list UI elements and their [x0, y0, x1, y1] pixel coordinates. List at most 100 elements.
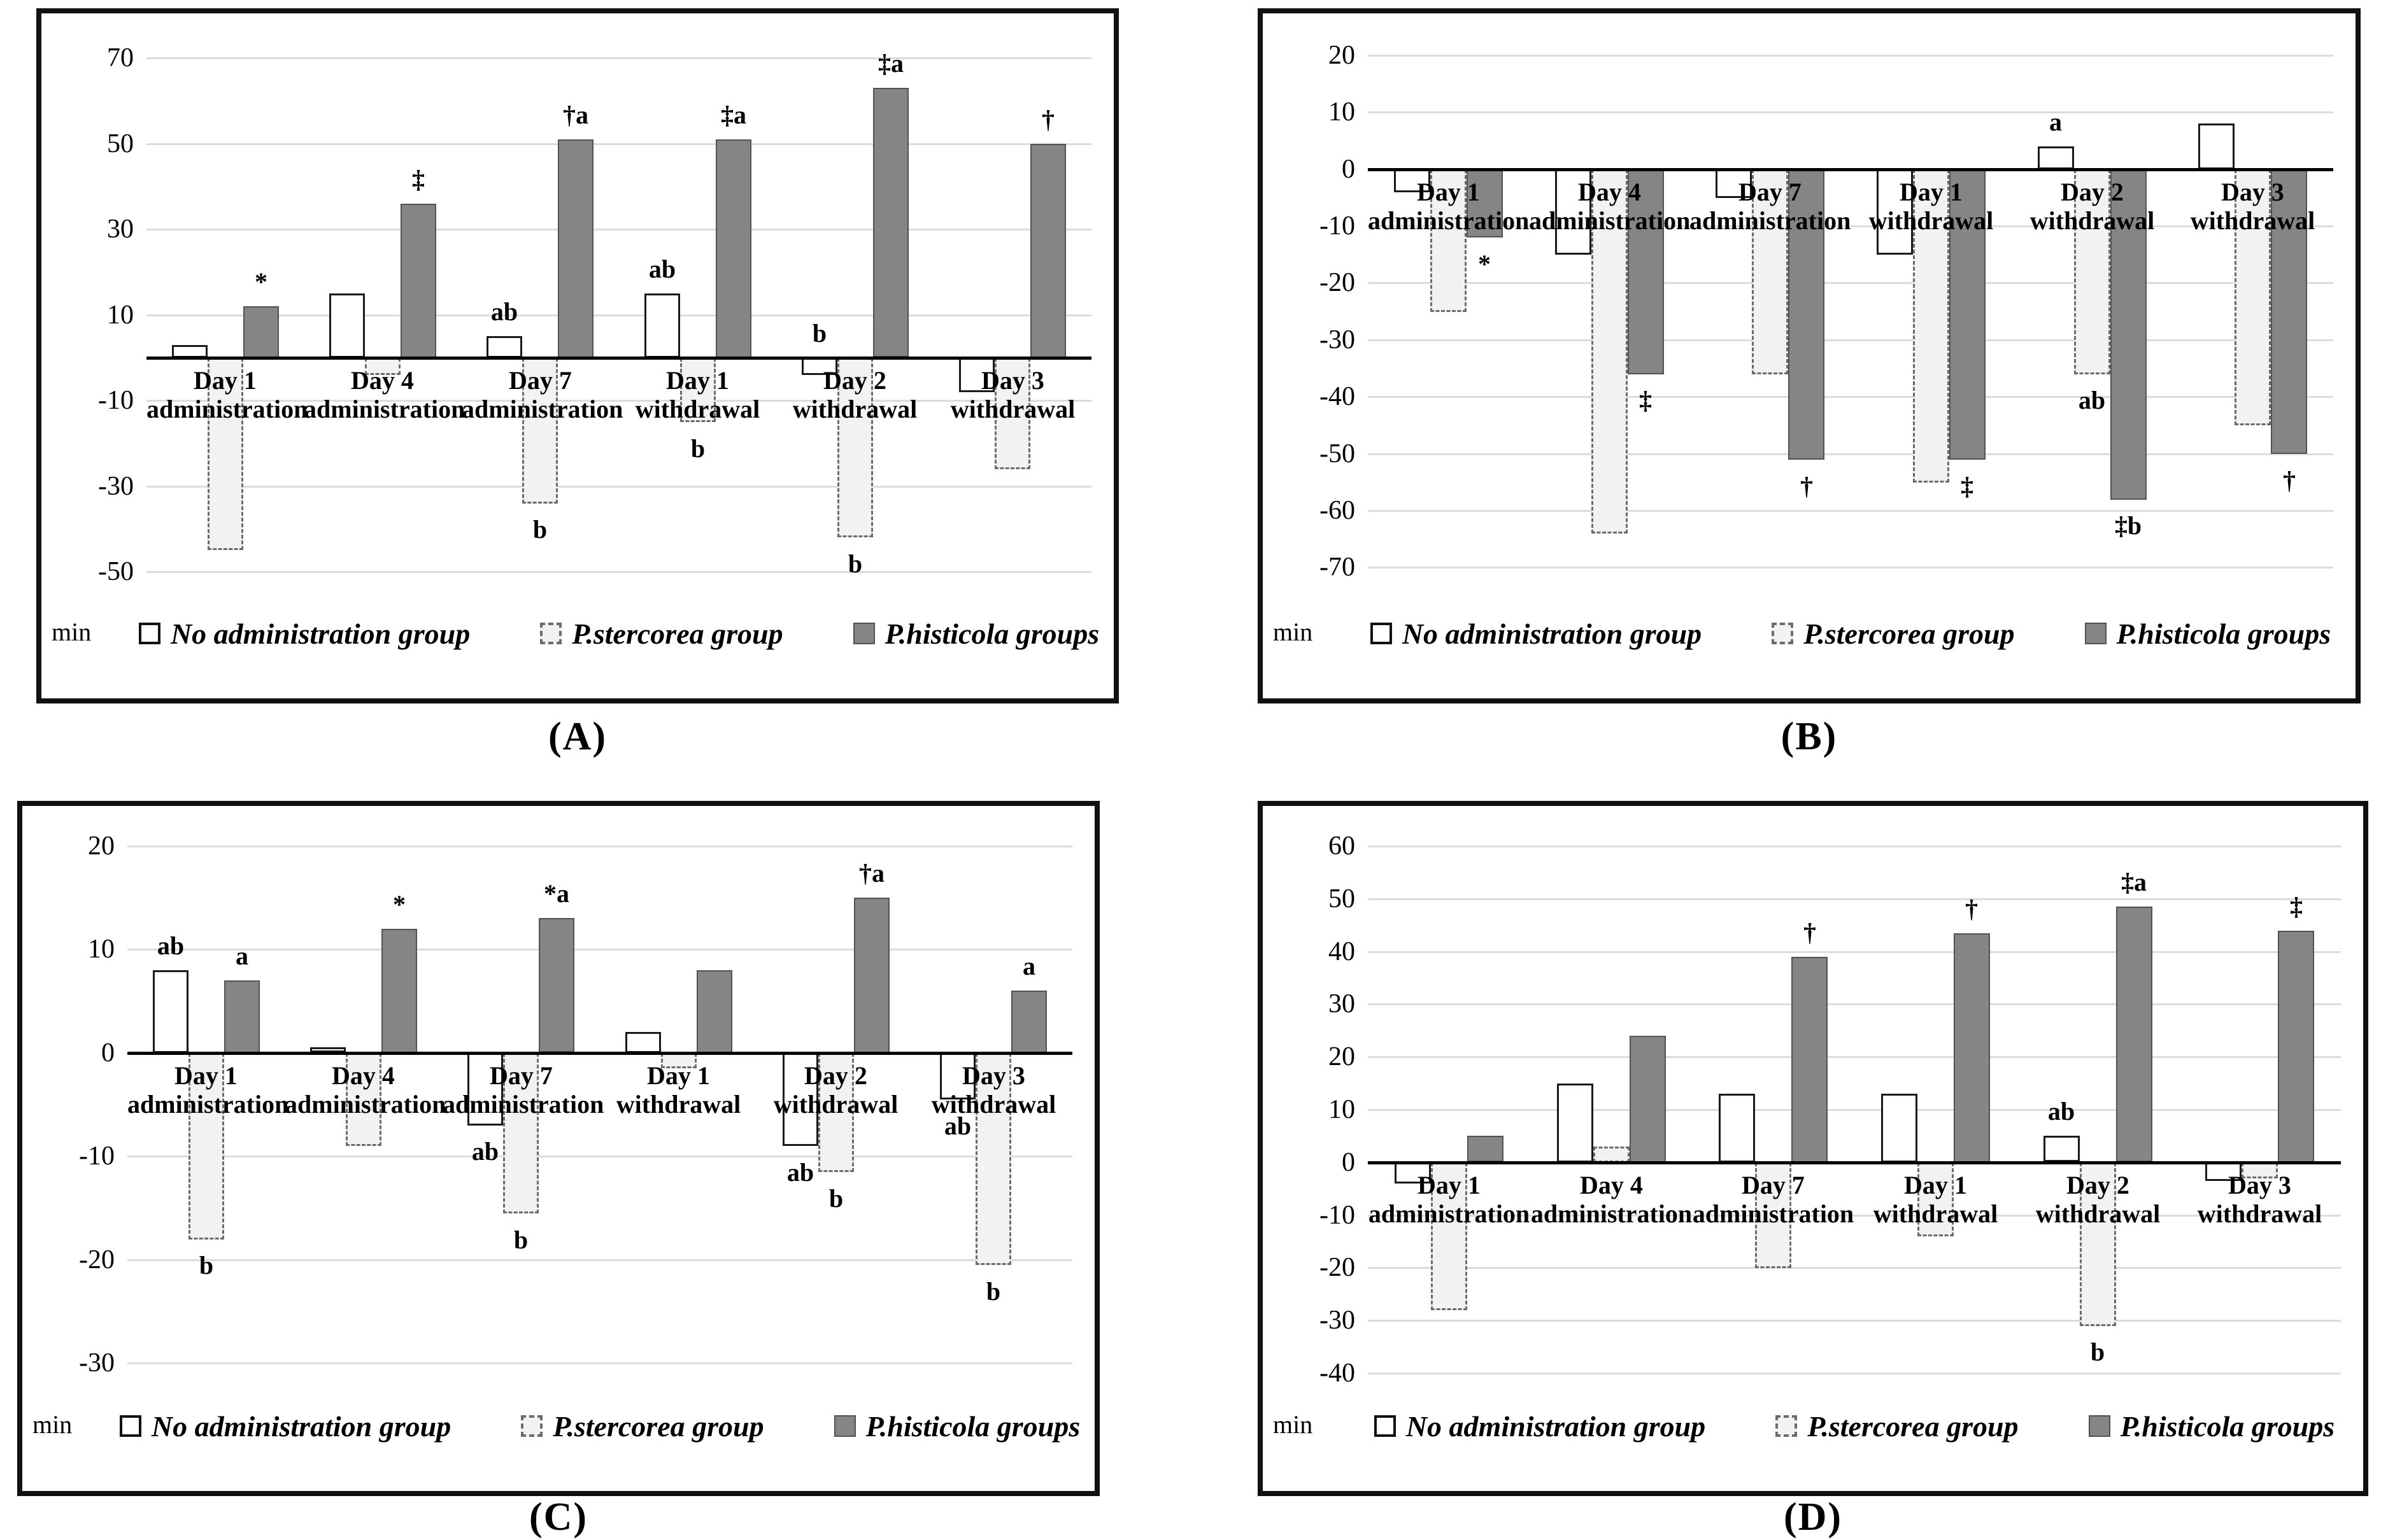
bar-no_admin [2038, 146, 2074, 169]
bar-histicola [1030, 144, 1066, 358]
legend-item-no_admin: No administration group [1374, 1409, 1705, 1443]
y-tick-label: 10 [88, 935, 115, 964]
significance-annotation: a [236, 942, 248, 970]
bar-no_admin [467, 1053, 503, 1126]
legend-item-stercorea: P.stercorea group [540, 617, 783, 651]
gridline [1368, 111, 2333, 114]
significance-annotation: † [1803, 918, 1816, 947]
bar-histicola [558, 139, 593, 358]
category-label: Day 1 withdrawal [1873, 1171, 1998, 1228]
gridline [127, 1259, 1072, 1261]
gridline [1368, 453, 2333, 455]
y-tick-label: 0 [1342, 1147, 1355, 1177]
gridline [1368, 567, 2333, 569]
bar-no_admin [1881, 1094, 1917, 1162]
y-tick-label: 60 [1328, 831, 1355, 861]
legend-item-histicola: P.histicola groups [2088, 1409, 2335, 1443]
category-label: Day 1 administration [127, 1061, 289, 1119]
legend-label: P.stercorea group [1807, 1409, 2019, 1443]
category-label: Day 2 withdrawal [773, 1061, 899, 1119]
legend-item-stercorea: P.stercorea group [1775, 1409, 2019, 1443]
panel-A-label: (A) [548, 715, 608, 758]
significance-annotation: a [1023, 952, 1035, 980]
zero-axis-line [1368, 1161, 2341, 1164]
y-tick-label: -60 [1319, 495, 1355, 525]
bar-histicola [2278, 931, 2314, 1162]
bar-histicola [2271, 169, 2307, 454]
y-tick-label: -30 [1319, 325, 1355, 355]
significance-annotation: ab [157, 931, 185, 960]
y-tick-label: -40 [1319, 1358, 1355, 1388]
gridline [1368, 898, 2341, 900]
panel-B-label: (B) [1780, 715, 1838, 758]
gridline [146, 400, 1091, 402]
legend: No administration group P.stercorea group… [1368, 613, 2333, 654]
bar-histicola [224, 980, 260, 1053]
significance-annotation: ab [471, 1137, 499, 1166]
gridline [146, 57, 1091, 60]
y-tick-label: 20 [1328, 1042, 1355, 1072]
significance-annotation: b [828, 1184, 844, 1213]
category-label: Day 3 withdrawal [950, 366, 1076, 423]
bar-stercorea [818, 1053, 854, 1172]
significance-annotation: ‡a [2121, 868, 2147, 896]
bar-no_admin [487, 336, 522, 358]
significance-annotation: †a [563, 101, 588, 129]
legend: No administration group P.stercorea group… [1368, 1406, 2341, 1446]
panel-D-chart: 60 50 40 30 20 10 0 -10 -20 -30 -40 Day 1 administr… [1258, 801, 2368, 1496]
legend-label: P.histicola groups [865, 1409, 1081, 1443]
panel-A-chart: 70 50 30 10 -10 -30 -50 Day 1 administration Day… [36, 8, 1119, 703]
gridline [1368, 1003, 2341, 1006]
category-label: Day 1 administration [1368, 1171, 1530, 1228]
bar-stercorea [208, 358, 243, 550]
y-tick-label: -70 [1319, 553, 1355, 583]
significance-annotation: ‡ [2290, 892, 2303, 921]
category-label: Day 3 withdrawal [2197, 1171, 2322, 1228]
legend-swatch-histicola-icon [2084, 623, 2107, 644]
bar-no_admin [940, 1053, 976, 1099]
significance-annotation: b [2090, 1338, 2105, 1366]
significance-annotation: †a [859, 859, 885, 887]
bar-stercorea [1430, 169, 1467, 312]
bar-histicola [854, 898, 890, 1053]
category-label: Day 3 withdrawal [931, 1061, 1056, 1119]
significance-annotation: b [199, 1251, 214, 1280]
gridline [1368, 1372, 2341, 1374]
bar-stercorea [976, 1053, 1011, 1265]
significance-annotation: * [255, 267, 267, 296]
gridline [1368, 339, 2333, 341]
gridline [127, 1362, 1072, 1365]
y-tick-label: -20 [1319, 268, 1355, 298]
legend-item-no_admin: No administration group [1370, 617, 1702, 651]
y-axis-unit-label: min [1273, 618, 1313, 646]
y-tick-label: -20 [1319, 1253, 1355, 1283]
bar-stercorea [837, 358, 873, 537]
y-tick-label: -10 [98, 386, 134, 416]
significance-annotation: b [513, 1226, 529, 1254]
y-axis-unit-label: min [1273, 1410, 1313, 1439]
y-tick-label: 70 [107, 43, 134, 73]
y-tick-label: -50 [98, 556, 134, 586]
legend-swatch-histicola-icon [2088, 1415, 2110, 1437]
bar-stercorea [1755, 1162, 1791, 1268]
bar-stercorea [503, 1053, 539, 1213]
bar-histicola [2116, 907, 2152, 1162]
gridline [146, 143, 1091, 145]
y-tick-label: -10 [1319, 1200, 1355, 1230]
significance-annotation: ab [786, 1158, 814, 1187]
legend-item-stercorea: P.stercorea group [521, 1409, 764, 1443]
bar-no_admin [1877, 169, 1913, 255]
bar-histicola [1467, 169, 1503, 237]
y-tick-label: 10 [107, 300, 134, 330]
legend-swatch-no_admin-icon [119, 1415, 141, 1437]
category-label: Day 2 withdrawal [2029, 178, 2155, 235]
bar-histicola [1949, 169, 1986, 460]
category-label: Day 1 administration [1368, 178, 1530, 235]
gridline [1368, 1320, 2341, 1322]
significance-annotation: *a [544, 879, 569, 908]
category-label: Day 7 administration [443, 1061, 604, 1119]
bar-no_admin [310, 1047, 346, 1052]
y-tick-label: 0 [101, 1038, 115, 1068]
significance-annotation: ab [944, 1112, 972, 1140]
legend-swatch-no_admin-icon [1370, 623, 1392, 644]
